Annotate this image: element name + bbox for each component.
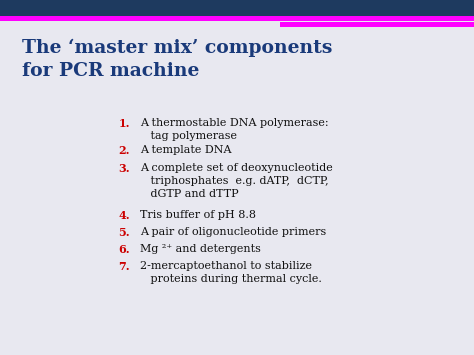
Text: The ‘master mix’ components
for PCR machine: The ‘master mix’ components for PCR mach… [22, 39, 332, 80]
Bar [280, 22, 474, 27]
Bar [0, 0, 474, 16]
Text: 2.: 2. [118, 145, 130, 156]
Text: 2-mercaptoethanol to stabilize
   proteins during thermal cycle.: 2-mercaptoethanol to stabilize proteins … [140, 261, 322, 284]
Text: 4.: 4. [118, 210, 130, 221]
Text: 6.: 6. [118, 244, 130, 255]
Text: A complete set of deoxynucleotide
   triphosphates  e.g. dATP,  dCTP,
   dGTP an: A complete set of deoxynucleotide tripho… [140, 163, 333, 200]
Text: 5.: 5. [118, 227, 130, 238]
Text: A template DNA: A template DNA [140, 145, 231, 155]
Bar [0, 16, 474, 21]
Text: 3.: 3. [118, 163, 130, 174]
Text: 7.: 7. [118, 261, 130, 272]
Text: Tris buffer of pH 8.8: Tris buffer of pH 8.8 [140, 210, 256, 220]
Text: Mg ²⁺ and detergents: Mg ²⁺ and detergents [140, 244, 261, 254]
Text: A pair of oligonucleotide primers: A pair of oligonucleotide primers [140, 227, 326, 237]
Text: A thermostable DNA polymerase:
   tag polymerase: A thermostable DNA polymerase: tag polym… [140, 118, 328, 141]
Text: 1.: 1. [118, 118, 130, 129]
